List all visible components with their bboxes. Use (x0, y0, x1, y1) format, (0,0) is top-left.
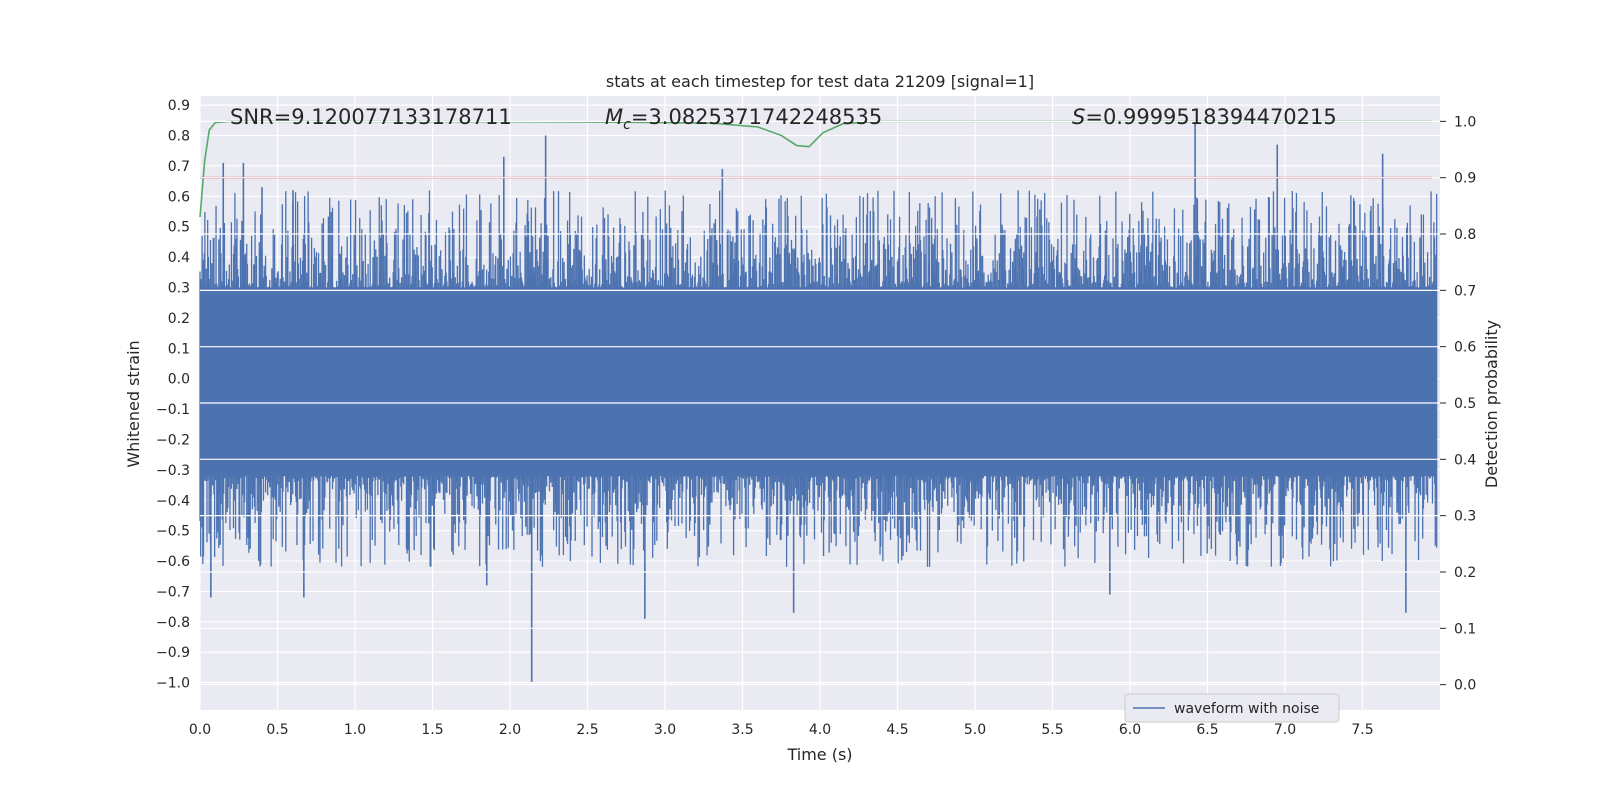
y-right-tick-label: 0.7 (1454, 283, 1476, 299)
mc-value: =3.0825371742248535 (631, 105, 882, 129)
x-tick-label: 4.0 (809, 722, 831, 738)
chirp-mass-annotation: Mc=3.0825371742248535 (605, 105, 882, 133)
x-tick-label: 4.5 (886, 722, 908, 738)
mc-subscript: c (623, 117, 631, 133)
s-value: =0.9999518394470215 (1085, 105, 1336, 129)
y-left-tick-label: 0.4 (168, 250, 190, 266)
y-left-tick-label: 0.8 (168, 129, 190, 145)
y-left-tick-label: −0.2 (156, 432, 190, 448)
right-axis-label: Detection probability (1482, 320, 1501, 488)
legend-box (1124, 693, 1340, 723)
right-axis-ticks: 0.0 0.1 0.2 0.3 0.4 0.5 0.6 0.7 0.8 0.9 1.0 (1440, 114, 1476, 694)
y-left-tick-label: 0.3 (168, 280, 190, 296)
x-axis-label: Time (s) (786, 745, 852, 764)
mc-symbol: M (605, 105, 623, 129)
y-left-tick-label: 0.9 (168, 98, 190, 114)
left-axis-ticks: 0.9 0.8 0.7 0.6 0.5 0.4 0.3 0.2 0.1 0.0 −0.1 −0.2 −0… (156, 98, 190, 692)
y-left-tick-label: −0.1 (156, 402, 190, 418)
legend: waveform with noise (1124, 693, 1340, 723)
y-right-tick-label: 0.9 (1454, 171, 1476, 187)
x-tick-label: 1.5 (421, 722, 443, 738)
y-left-tick-label: −0.8 (156, 615, 190, 631)
x-tick-label: 2.5 (576, 722, 598, 738)
score-annotation: S=0.9999518394470215 (1072, 105, 1337, 129)
y-right-tick-label: 0.4 (1454, 452, 1476, 468)
legend-label: waveform with noise (1174, 701, 1319, 717)
y-left-tick-label: −1.0 (156, 676, 190, 692)
x-tick-label: 7.0 (1274, 722, 1296, 738)
y-left-tick-label: 0.7 (168, 159, 190, 175)
y-right-tick-label: 0.3 (1454, 509, 1476, 525)
chart-title: stats at each timestep for test data 212… (606, 72, 1034, 91)
x-tick-label: 7.5 (1351, 722, 1373, 738)
x-tick-label: 3.5 (731, 722, 753, 738)
x-tick-label: 1.0 (344, 722, 366, 738)
y-left-tick-label: −0.9 (156, 645, 190, 661)
y-right-tick-label: 0.2 (1454, 565, 1476, 581)
y-right-tick-label: 0.0 (1454, 678, 1476, 694)
x-tick-label: 3.0 (654, 722, 676, 738)
right-grid (200, 120, 1440, 686)
snr-annotation: SNR=9.120077133178711 (230, 105, 512, 129)
x-tick-label: 6.5 (1196, 722, 1218, 738)
y-right-tick-label: 0.6 (1454, 340, 1476, 356)
x-tick-label: 0.5 (266, 722, 288, 738)
y-right-tick-label: 1.0 (1454, 114, 1476, 130)
waveform-line (199, 190, 1438, 568)
x-tick-label: 2.0 (499, 722, 521, 738)
waveform-series (199, 123, 1438, 682)
y-left-tick-label: −0.7 (156, 584, 190, 600)
x-axis-ticks: 0.0 0.5 1.0 1.5 2.0 2.5 3.0 3.5 4.0 4.5 5.0 5.5 6.0 6… (189, 722, 1374, 738)
y-left-tick-label: 0.0 (168, 372, 190, 388)
y-left-tick-label: 0.5 (168, 220, 190, 236)
y-right-tick-label: 0.8 (1454, 227, 1476, 243)
x-tick-label: 5.5 (1041, 722, 1063, 738)
y-right-tick-label: 0.1 (1454, 621, 1476, 637)
y-left-tick-label: 0.2 (168, 311, 190, 327)
y-left-tick-label: −0.5 (156, 524, 190, 540)
left-axis-label: Whitened strain (124, 340, 143, 467)
x-tick-label: 6.0 (1119, 722, 1141, 738)
y-left-tick-label: 0.1 (168, 341, 190, 357)
y-right-tick-label: 0.5 (1454, 396, 1476, 412)
y-left-tick-label: −0.6 (156, 554, 190, 570)
y-left-tick-label: 0.6 (168, 189, 190, 205)
x-tick-label: 0.0 (189, 722, 211, 738)
x-tick-label: 5.0 (964, 722, 986, 738)
y-left-tick-label: −0.4 (156, 493, 190, 509)
s-symbol: S (1072, 105, 1085, 129)
probability-line (199, 120, 1433, 218)
y-left-tick-label: −0.3 (156, 463, 190, 479)
